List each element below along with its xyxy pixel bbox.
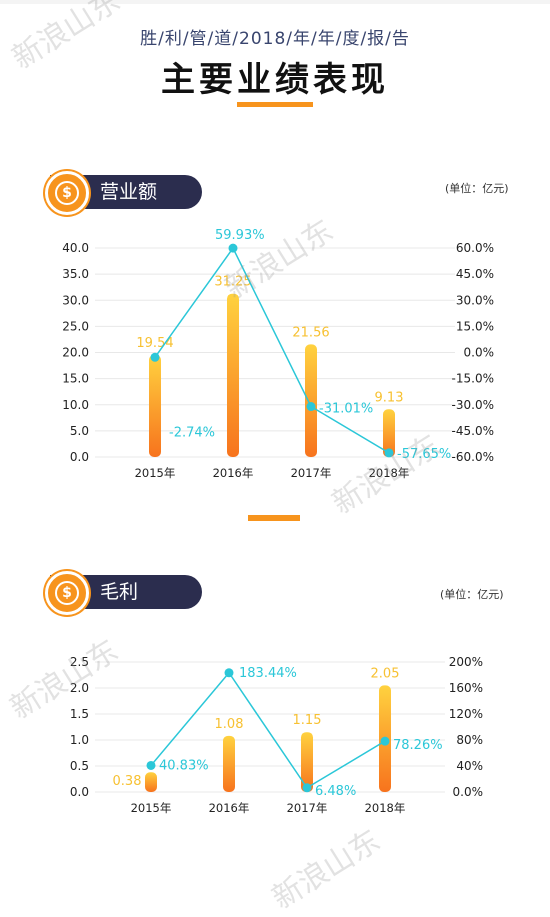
x-tick-label: 2018年 (365, 801, 406, 815)
bar-value-label: 21.56 (292, 325, 329, 340)
y-left-tick-label: 10.0 (62, 398, 89, 412)
x-tick-label: 2017年 (291, 466, 332, 480)
bar-value-label: 1.15 (293, 713, 322, 728)
y-right-tick-label: 0.0% (453, 785, 484, 799)
bar (301, 732, 313, 792)
y-left-tick-label: 25.0 (62, 319, 89, 333)
revenue-chart: 40.0 60.0% 35.0 45.0% 30.0 30.0% 25.0 15.0% 20.0… (62, 228, 495, 480)
dollar-coin-icon: $ (45, 571, 89, 615)
bar-value-label: 2.05 (371, 666, 400, 681)
growth-value-label: 40.83% (159, 758, 209, 773)
dollar-sign-icon: $ (55, 181, 79, 205)
section-title-gross-profit: 毛利 (100, 581, 139, 603)
bar (145, 772, 157, 792)
bar (305, 344, 317, 457)
x-tick-label: 2016年 (213, 466, 254, 480)
y-right-tick-label: 45.0% (456, 267, 494, 281)
x-tick-label: 2015年 (131, 801, 172, 815)
bar (227, 293, 239, 457)
y-left-tick-label: 30.0 (62, 293, 89, 307)
growth-value-label: 6.48% (315, 784, 356, 799)
y-left-tick-label: 20.0 (62, 346, 89, 360)
bar-value-label: 19.54 (136, 336, 173, 351)
y-right-tick-label: 15.0% (456, 319, 494, 333)
growth-point (302, 783, 312, 793)
dollar-coin-icon: $ (45, 171, 89, 215)
title-underline (237, 102, 313, 107)
growth-point (150, 352, 160, 362)
bar (149, 354, 161, 457)
growth-value-label: 78.26% (393, 738, 443, 753)
y-right-tick-label: 80% (456, 733, 483, 747)
growth-point (380, 736, 390, 746)
y-right-tick-label: -15.0% (452, 372, 494, 386)
x-tick-label: 2017年 (287, 801, 328, 815)
growth-value-label: -2.74% (169, 425, 215, 440)
y-right-tick-label: 60.0% (456, 241, 494, 255)
y-left-tick-label: 0.0 (70, 785, 89, 799)
gross-profit-chart: 2.5 200% 2.0 160% 1.5 120% 1.0 80% 0.5 40% 0.0 0.0%… (70, 655, 484, 815)
page-title: 主要业绩表现 (161, 60, 389, 100)
bar (383, 409, 395, 457)
bar (223, 735, 235, 792)
growth-point (306, 402, 316, 412)
y-left-tick-label: 0.0 (70, 450, 89, 464)
section-divider (248, 515, 300, 521)
bar-value-label: 9.13 (375, 390, 404, 405)
x-tick-label: 2018年 (369, 466, 410, 480)
growth-point (224, 668, 234, 678)
growth-value-label: -57.65% (397, 447, 451, 462)
y-left-tick-label: 2.5 (70, 655, 89, 669)
y-left-tick-label: 1.0 (70, 733, 89, 747)
y-left-tick-label: 35.0 (62, 267, 89, 281)
y-right-tick-label: 160% (449, 681, 483, 695)
y-left-tick-label: 2.0 (70, 681, 89, 695)
growth-point (228, 243, 238, 253)
y-left-tick-label: 5.0 (70, 424, 89, 438)
growth-point (146, 760, 156, 770)
unit-note-revenue: (单位：亿元) (445, 182, 509, 195)
y-right-tick-label: -45.0% (452, 424, 494, 438)
growth-value-label: 59.93% (215, 228, 265, 243)
y-right-tick-label: 40% (456, 759, 483, 773)
bar-value-label: 1.08 (215, 717, 244, 732)
growth-value-label: 183.44% (239, 666, 297, 681)
y-left-tick-label: 1.5 (70, 707, 89, 721)
report-subtitle: 胜/利/管/道/2018/年/年/度/报/告 (140, 29, 410, 49)
x-tick-label: 2016年 (209, 801, 250, 815)
bar-value-label: 0.38 (113, 774, 142, 789)
x-tick-label: 2015年 (135, 466, 176, 480)
growth-line (154, 246, 390, 454)
y-left-tick-label: 15.0 (62, 372, 89, 386)
y-left-tick-label: 40.0 (62, 241, 89, 255)
y-right-tick-label: -30.0% (452, 398, 494, 412)
growth-value-label: -31.01% (319, 402, 373, 417)
bar-value-label: 31.25 (214, 275, 251, 290)
top-bar (0, 0, 550, 4)
growth-point (384, 448, 394, 458)
y-right-tick-label: -60.0% (452, 450, 494, 464)
section-title-revenue: 营业额 (100, 181, 158, 203)
y-left-tick-label: 0.5 (70, 759, 89, 773)
dollar-sign-icon: $ (55, 581, 79, 605)
unit-note-gross-profit: (单位：亿元) (440, 588, 504, 601)
y-right-tick-label: 30.0% (456, 293, 494, 307)
y-right-tick-label: 200% (449, 655, 483, 669)
y-right-tick-label: 0.0% (464, 346, 495, 360)
y-right-tick-label: 120% (449, 707, 483, 721)
growth-line (150, 671, 386, 789)
